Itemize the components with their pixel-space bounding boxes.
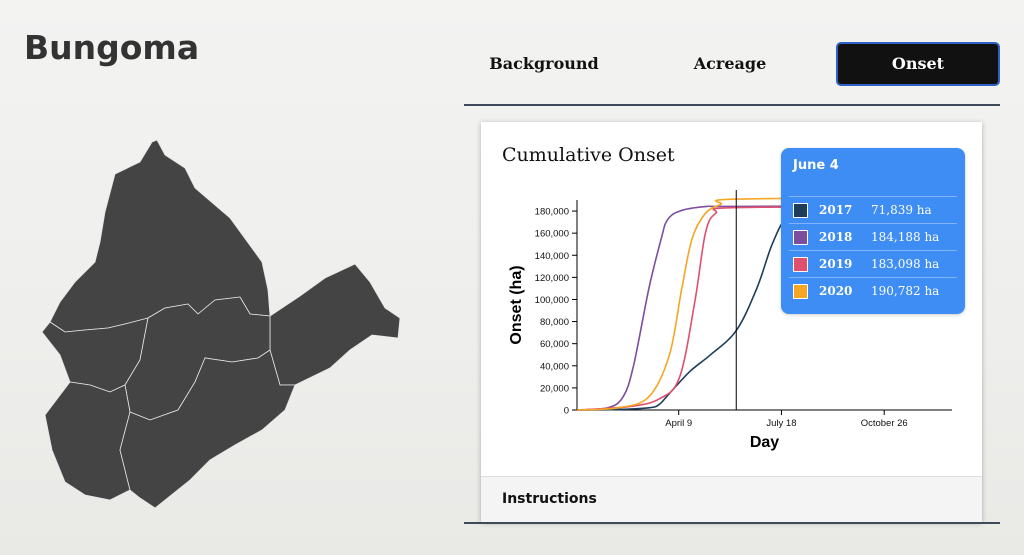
tooltip-year: 2020 <box>819 284 853 298</box>
y-tick-label: 20,000 <box>540 383 569 394</box>
y-tick-label: 120,000 <box>535 273 569 284</box>
legend-swatch-2018 <box>793 230 808 245</box>
tab-bar: Background Acreage Onset <box>464 44 1000 106</box>
tooltip-year: 2019 <box>819 257 853 271</box>
series-line-2018 <box>576 205 953 411</box>
region-map[interactable] <box>0 100 430 520</box>
y-tick-label: 80,000 <box>540 317 569 328</box>
map-region-south[interactable] <box>119 349 296 509</box>
y-axis-label: Onset (ha) <box>508 265 525 344</box>
tooltip-value: 71,839 ha <box>871 203 932 217</box>
chart-title: Cumulative Onset <box>502 144 675 166</box>
y-tick-label: 0 <box>564 406 569 417</box>
bottom-rule <box>464 522 1000 524</box>
tooltip-year: 2018 <box>819 230 853 244</box>
tab-onset[interactable]: Onset <box>838 44 998 84</box>
x-tick-label: October 26 <box>861 418 908 429</box>
tooltip-row: 2018 184,188 ha <box>789 223 957 250</box>
legend-swatch-2019 <box>793 257 808 272</box>
series-line-2019 <box>576 205 953 411</box>
instructions-panel[interactable]: Instructions <box>481 476 982 522</box>
onset-chart[interactable]: 0 20,000 40,000 60,000 80,000 100,000 120,000 1… <box>481 122 982 476</box>
tooltip-year: 2017 <box>819 203 853 217</box>
legend-swatch-2020 <box>793 284 808 299</box>
y-tick-label: 160,000 <box>535 229 569 240</box>
tooltip-value: 183,098 ha <box>871 257 940 271</box>
chart-card: Cumulative Onset 0 20,000 40,000 60,000 80,0… <box>481 122 982 522</box>
tooltip-value: 190,782 ha <box>871 284 940 298</box>
chart-tooltip: June 4 2017 71,839 ha 2018 184,188 ha 20… <box>781 148 965 314</box>
tooltip-row: 2017 71,839 ha <box>789 196 957 223</box>
region-title: Bungoma <box>24 28 200 67</box>
tooltip-row: 2019 183,098 ha <box>789 250 957 277</box>
y-tick-label: 40,000 <box>540 361 569 372</box>
tooltip-value: 184,188 ha <box>871 230 940 244</box>
legend-swatch-2017 <box>793 203 808 218</box>
y-tick-label: 60,000 <box>540 339 569 350</box>
x-tick-label: July 18 <box>766 418 796 429</box>
map-region-east[interactable] <box>269 263 401 386</box>
tab-background[interactable]: Background <box>489 54 599 73</box>
x-tick-label: April 9 <box>665 418 692 429</box>
x-axis-label: Day <box>750 434 779 451</box>
tooltip-row: 2020 190,782 ha <box>789 277 957 304</box>
y-tick-label: 140,000 <box>535 251 569 262</box>
instructions-label: Instructions <box>502 491 597 507</box>
y-tick-label: 100,000 <box>535 295 569 306</box>
tab-acreage[interactable]: Acreage <box>693 54 767 73</box>
map-region-southwest[interactable] <box>44 381 131 501</box>
tooltip-date: June 4 <box>793 158 839 173</box>
y-tick-label: 180,000 <box>535 207 569 218</box>
